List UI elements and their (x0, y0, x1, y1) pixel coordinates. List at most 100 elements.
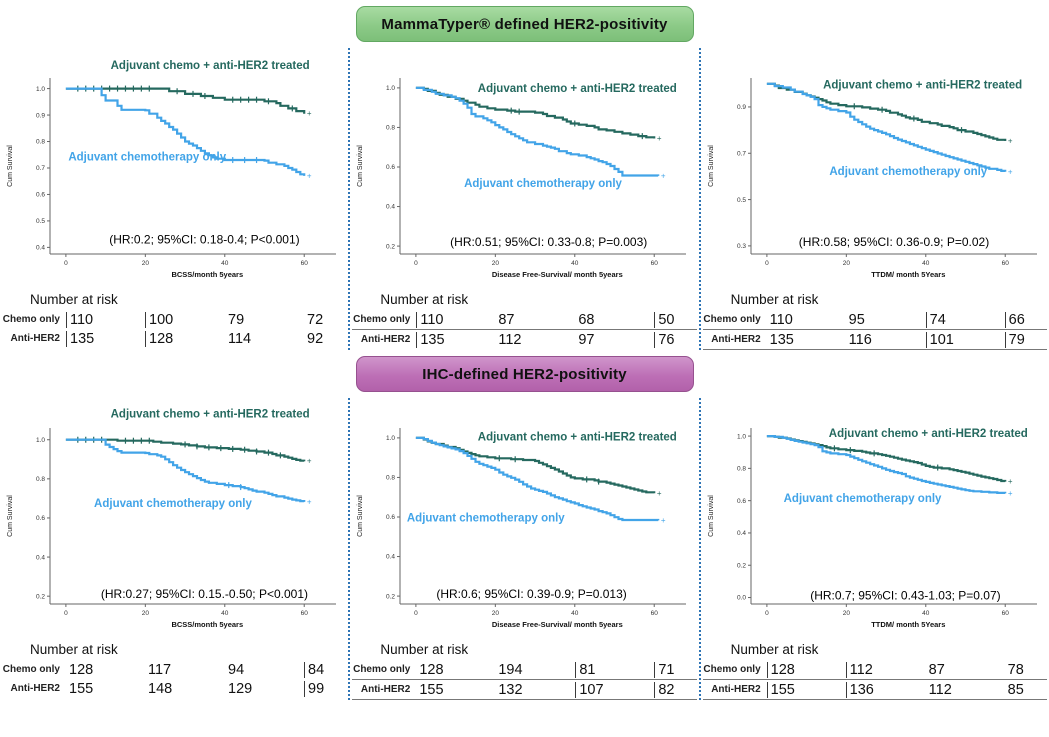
x-tick-label: 60 (651, 260, 659, 267)
y-tick-label: 0.7 (737, 150, 746, 157)
x-tick-label: 0 (414, 260, 418, 267)
risk-value: 68 (578, 311, 595, 328)
x-tick-label: 20 (842, 260, 850, 267)
series-label-chemo: Adjuvant chemotherapy only (783, 493, 941, 505)
risk-value: 110 (769, 311, 793, 328)
risk-table-ihc-bcss: Number at risk Chemo only 128 117 94 84 Anti-H… (0, 642, 348, 698)
figure-root: MammaTyper® defined HER2-positivity 1.0 0… (0, 6, 1049, 700)
risk-table-row: Anti-HER2 135 128 114 92 (2, 329, 346, 348)
x-tick-label: 20 (142, 610, 150, 617)
risk-table-row: Anti-HER2 135 112 97 76 (352, 330, 696, 349)
end-censor-mark-chemo: + (661, 171, 666, 180)
risk-value: 97 (578, 331, 595, 348)
y-tick-label: 0.6 (36, 515, 45, 522)
y-tick-label: 0.4 (386, 554, 395, 561)
risk-value: 78 (1007, 661, 1024, 678)
y-tick-label: 0.5 (737, 197, 746, 204)
series-label-chemo: Adjuvant chemotherapy only (829, 166, 987, 178)
series-label-chemo: Adjuvant chemotherapy only (68, 152, 226, 164)
section-mammatyper: MammaTyper® defined HER2-positivity 1.0 0… (0, 6, 1049, 350)
risk-row-label: Chemo only (353, 664, 411, 675)
km-curve-chemo (766, 435, 1006, 494)
hr-annotation: (HR:0.51; 95%CI: 0.33-0.8; P=0.003) (450, 235, 647, 249)
risk-value: 110 (66, 311, 145, 328)
risk-table-ihc-ttdm: Number at risk Chemo only 128 112 87 78 Anti-H… (701, 642, 1049, 700)
x-axis-title: Disease Free-Survival/ month 5years (492, 270, 623, 279)
risk-value: 128 (145, 330, 225, 347)
y-tick-label: 0.8 (737, 466, 746, 473)
y-tick-label: 0.8 (36, 139, 45, 146)
risk-value: 112 (498, 331, 522, 348)
y-tick-label: 1.0 (386, 85, 395, 92)
y-tick-label: 0.5 (36, 218, 45, 225)
risk-table-title: Number at risk (380, 292, 469, 307)
y-tick-label: 0.4 (737, 530, 746, 537)
hr-annotation: (HR:0.6; 95%CI: 0.39-0.9; P=0.013) (437, 587, 627, 601)
y-axis-title: Cum Survival (7, 495, 14, 537)
panel-mammatyper-ttdm: 0.9 0.7 0.5 0.3 0 20 40 60 Cum Survival TTDM/ mon… (698, 48, 1049, 350)
x-tick-label: 60 (651, 610, 659, 617)
km-chart-mammatyper-ttdm: 0.9 0.7 0.5 0.3 0 20 40 60 Cum Survival TTDM/ mon… (708, 78, 1037, 279)
km-chart-ihc-bcss: 1.0 0.8 0.6 0.4 0.2 0 20 40 60 Cum Survival BCSS/m… (7, 408, 336, 629)
x-tick-label: 20 (492, 260, 500, 267)
km-curve-chemo (65, 438, 306, 503)
risk-row-label: Anti-HER2 (711, 684, 761, 695)
risk-table-title: Number at risk (730, 292, 819, 307)
x-tick-label: 40 (221, 260, 229, 267)
risk-row-label: Anti-HER2 (360, 684, 411, 695)
panel-row-mammatyper: 1.0 0.9 0.8 0.7 0.6 0.5 0.4 0 20 40 60 Cum Survival… (0, 48, 1049, 350)
y-tick-label: 0.9 (737, 104, 746, 111)
y-axis-title: Cum Survival (7, 145, 14, 187)
x-axis-title: Disease Free-Survival/ month 5years (492, 620, 623, 629)
panel-ihc-ttdm: 1.0 0.8 0.6 0.4 0.2 0.0 0 20 40 60 Cum Survival TTD… (698, 398, 1049, 700)
end-censor-mark-treated: + (1008, 136, 1013, 145)
panel-row-ihc: 1.0 0.8 0.6 0.4 0.2 0 20 40 60 Cum Survival BCSS/m… (0, 398, 1049, 700)
risk-value: 128 (69, 661, 94, 678)
risk-value: 76 (654, 331, 699, 348)
risk-value: 92 (307, 330, 324, 347)
risk-value: 155 (766, 681, 846, 698)
risk-value: 194 (498, 661, 523, 678)
km-curve-treated (65, 438, 306, 462)
y-tick-label: 0.6 (36, 192, 45, 199)
end-censor-mark-treated: + (307, 457, 312, 466)
km-chart-ihc-dfs: 1.0 0.8 0.6 0.4 0.2 0 20 40 60 Cum Survival Diseas… (357, 428, 687, 629)
risk-value: 50 (654, 311, 699, 328)
y-tick-label: 0.8 (386, 125, 395, 132)
hr-annotation: (HR:0.58; 95%CI: 0.36-0.9; P=0.02) (798, 235, 988, 249)
series-label-chemo: Adjuvant chemotherapy only (94, 498, 252, 510)
km-chart-mammatyper-bcss: 1.0 0.9 0.8 0.7 0.6 0.5 0.4 0 20 40 60 Cum Survival… (7, 60, 336, 279)
x-tick-label: 0 (64, 610, 68, 617)
panel-ihc-dfs: 1.0 0.8 0.6 0.4 0.2 0 20 40 60 Cum Survival Diseas… (348, 398, 698, 700)
risk-value: 79 (1004, 331, 1049, 348)
risk-row-label: Anti-HER2 (360, 334, 411, 345)
end-censor-mark-chemo: + (661, 516, 666, 525)
y-axis-title: Cum Survival (357, 145, 364, 187)
x-axis-title: TTDM/ month 5Years (871, 270, 945, 279)
series-label-chemo: Adjuvant chemotherapy only (407, 512, 565, 524)
risk-row-label: Anti-HER2 (711, 334, 761, 345)
x-tick-label: 0 (765, 260, 769, 267)
risk-value: 132 (498, 681, 523, 698)
x-axis-title: BCSS/month 5years (171, 620, 243, 629)
x-tick-label: 0 (64, 260, 68, 267)
risk-value: 79 (228, 311, 245, 328)
risk-value: 82 (654, 681, 699, 698)
risk-row-label: Anti-HER2 (10, 333, 60, 344)
series-label-chemo: Adjuvant chemotherapy only (464, 178, 622, 190)
risk-value: 99 (304, 680, 349, 697)
risk-row-label: Anti-HER2 (10, 683, 60, 694)
x-tick-label: 40 (922, 610, 930, 617)
end-censor-mark-chemo: + (1008, 489, 1013, 498)
risk-table-row: Chemo only 128 112 87 78 (702, 660, 1047, 680)
x-tick-label: 20 (492, 610, 500, 617)
risk-value: 85 (1007, 681, 1024, 698)
series-label-treated: Adjuvant chemo + anti-HER2 treated (828, 428, 1027, 440)
x-tick-label: 40 (922, 260, 930, 267)
hr-annotation: (HR:0.7; 95%CI: 0.43-1.03; P=0.07) (810, 589, 1000, 603)
end-censor-mark-treated: + (657, 489, 662, 498)
x-tick-label: 0 (765, 610, 769, 617)
risk-value: 114 (228, 330, 252, 347)
risk-value: 87 (928, 661, 945, 678)
risk-value: 128 (419, 661, 444, 678)
